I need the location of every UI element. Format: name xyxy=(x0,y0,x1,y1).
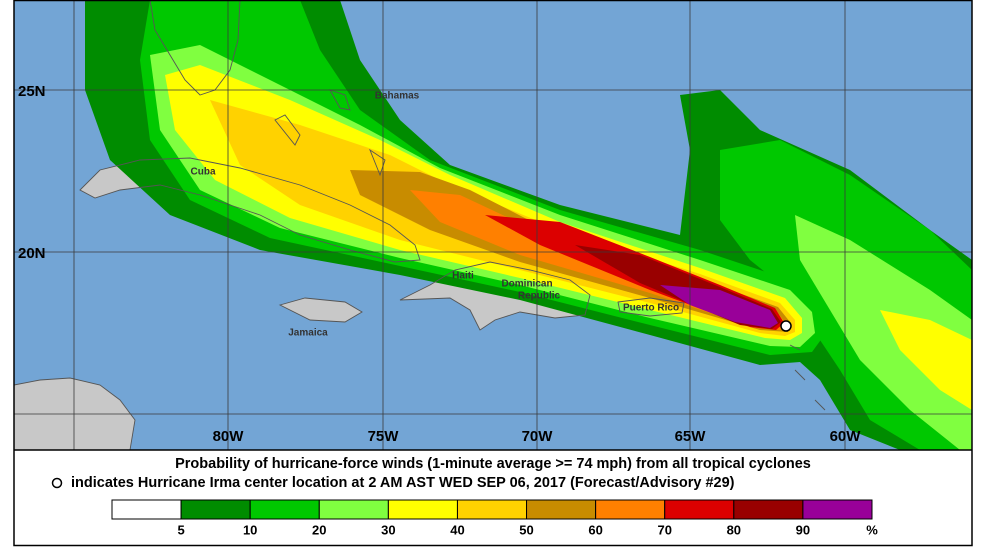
frame xyxy=(13,0,973,547)
legend: 5 10 20 30 40 50 60 70 80 90% xyxy=(111,499,878,537)
lon-label: 75W xyxy=(368,428,400,445)
legend-swatch xyxy=(733,499,804,520)
place-label: Jamaica xyxy=(288,328,328,339)
coastlines xyxy=(14,0,826,450)
legend-unit: % xyxy=(866,522,878,537)
lat-label: 20N xyxy=(18,245,46,262)
legend-label: 80 xyxy=(727,522,741,537)
lat-label: 25N xyxy=(18,83,46,100)
legend-swatch xyxy=(318,499,389,520)
legend-label: 10 xyxy=(243,522,257,537)
place-label: Dominican xyxy=(501,279,552,290)
legend-label: 20 xyxy=(312,522,326,537)
map-area: Bahamas Cuba Haiti Dominican Republic Pu… xyxy=(14,0,972,450)
graticule xyxy=(14,0,972,450)
legend-label: 70 xyxy=(657,522,671,537)
legend-swatch xyxy=(249,499,320,520)
legend-label: 60 xyxy=(588,522,602,537)
legend-label: 50 xyxy=(519,522,533,537)
center-symbol xyxy=(51,477,63,489)
lon-label: 65W xyxy=(675,428,707,445)
lon-label: 80W xyxy=(213,428,245,445)
legend-swatch xyxy=(664,499,735,520)
legend-swatch xyxy=(456,499,528,520)
place-label: Haiti xyxy=(452,271,474,282)
legend-label: 90 xyxy=(796,522,810,537)
storm-center xyxy=(780,320,792,332)
legend-swatch xyxy=(526,499,597,520)
legend-label: 30 xyxy=(381,522,395,537)
legend-swatch xyxy=(802,499,873,520)
legend-label: 40 xyxy=(450,522,464,537)
legend-swatch xyxy=(387,499,458,520)
place-label: Puerto Rico xyxy=(623,303,679,314)
legend-swatch xyxy=(595,499,666,520)
place-label: Bahamas xyxy=(375,91,420,102)
lon-label: 60W xyxy=(830,428,862,445)
probability-swath xyxy=(85,0,972,450)
caption-line: Probability of hurricane-force winds (1-… xyxy=(175,456,811,472)
lon-label: 70W xyxy=(522,428,554,445)
legend-label: 5 xyxy=(177,522,184,537)
place-label: Cuba xyxy=(191,167,216,178)
place-label: Republic xyxy=(518,291,561,302)
legend-swatch xyxy=(111,499,182,520)
caption-line: indicates Hurricane Irma center location… xyxy=(71,475,735,491)
legend-swatch xyxy=(180,499,251,520)
